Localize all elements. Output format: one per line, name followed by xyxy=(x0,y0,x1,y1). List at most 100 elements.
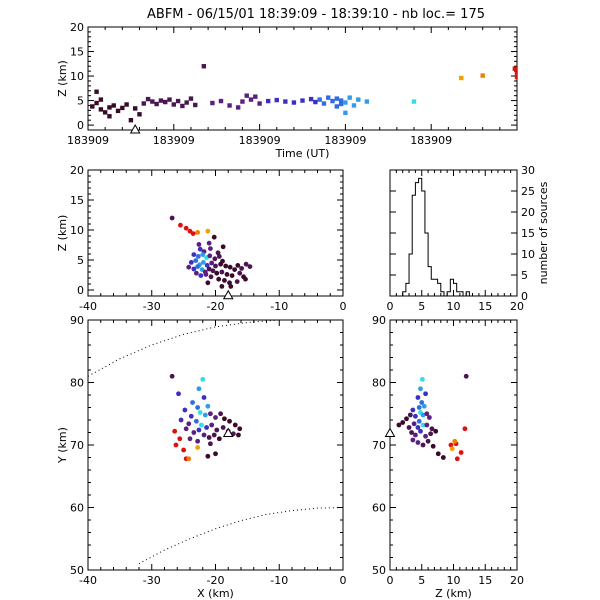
source-point xyxy=(98,97,104,102)
source-point xyxy=(201,64,207,69)
source-point xyxy=(420,412,426,418)
source-point xyxy=(435,451,441,457)
y-axis-title: Z (km) xyxy=(56,60,69,97)
y-tick-label: 10 xyxy=(70,70,84,83)
source-points xyxy=(169,373,243,462)
source-point xyxy=(219,284,225,289)
source-point xyxy=(167,97,172,102)
y-tick-label: 80 xyxy=(70,377,84,390)
source-point xyxy=(222,416,227,422)
source-point xyxy=(193,102,198,108)
source-point xyxy=(211,234,217,240)
source-point xyxy=(347,95,352,100)
source-point xyxy=(208,411,213,417)
source-point xyxy=(180,103,185,109)
source-point xyxy=(313,99,318,105)
source-point xyxy=(419,400,425,405)
source-point xyxy=(205,403,211,409)
source-point xyxy=(396,422,402,428)
source-point xyxy=(236,432,241,438)
source-point xyxy=(205,228,211,234)
source-point xyxy=(413,413,418,419)
source-point xyxy=(452,438,458,444)
source-point xyxy=(218,411,224,417)
source-point xyxy=(205,453,211,459)
x-z-panel: -40 -30 -20 -10 0 0 5 10 15 20 Z (km) xyxy=(56,164,347,313)
source-point xyxy=(223,263,229,269)
source-point xyxy=(424,411,430,417)
source-point xyxy=(169,215,175,221)
y-tick-label: 5 xyxy=(521,269,528,282)
x-tick-label: 0 xyxy=(340,300,347,313)
y-tick-label: 15 xyxy=(70,46,84,59)
source-point xyxy=(197,246,203,252)
source-point xyxy=(132,106,138,111)
source-point xyxy=(449,446,455,452)
x-axis-title: Z (km) xyxy=(435,587,472,600)
source-point xyxy=(200,252,206,257)
y-axis-title: Y (km) xyxy=(56,427,69,464)
x-tick-label: -20 xyxy=(207,574,225,587)
source-point xyxy=(145,96,151,102)
y-axis-title: Z (km) xyxy=(56,215,69,252)
source-point xyxy=(206,266,212,272)
source-point xyxy=(410,437,416,443)
source-point xyxy=(158,98,164,103)
source-point xyxy=(237,270,243,276)
plot-frame xyxy=(87,169,344,297)
x-tick-label: 5 xyxy=(418,574,425,587)
source-point xyxy=(512,66,517,71)
source-point xyxy=(463,373,469,379)
source-point xyxy=(205,280,211,286)
source-point xyxy=(199,422,204,428)
source-points xyxy=(169,215,253,289)
source-point xyxy=(413,432,418,438)
source-point xyxy=(102,110,108,115)
source-point xyxy=(243,261,249,267)
source-point xyxy=(94,89,99,94)
source-point xyxy=(124,102,129,107)
y-tick-label: 70 xyxy=(70,439,84,452)
source-point xyxy=(227,264,233,270)
source-points xyxy=(396,373,469,462)
source-point xyxy=(227,103,232,108)
source-point xyxy=(183,426,189,432)
source-point xyxy=(128,117,134,123)
source-point xyxy=(216,276,222,282)
plot-frame xyxy=(389,319,518,571)
y-tick-label: 15 xyxy=(521,227,535,240)
source-point xyxy=(107,105,112,110)
source-point xyxy=(343,100,348,105)
x-tick-label: 0 xyxy=(340,574,347,587)
figure-title: ABFM - 06/15/01 18:39:09 - 18:39:10 - nb… xyxy=(147,7,485,22)
source-point xyxy=(211,432,217,438)
y-tick-label: 5 xyxy=(77,95,84,108)
source-point xyxy=(190,400,195,405)
source-point xyxy=(458,450,464,455)
x-tick-label: -40 xyxy=(79,574,97,587)
source-point xyxy=(195,438,201,444)
source-point xyxy=(218,98,224,104)
x-tick-label: -30 xyxy=(143,300,161,313)
source-point xyxy=(426,415,432,420)
source-point xyxy=(188,413,194,419)
y-tick-label: 20 xyxy=(70,21,84,34)
y-tick-label: 20 xyxy=(70,164,84,177)
source-point xyxy=(186,456,192,462)
source-point xyxy=(195,230,201,235)
source-point xyxy=(416,405,422,410)
x-tick-label: 20 xyxy=(510,574,524,587)
source-point xyxy=(400,420,406,425)
source-point xyxy=(415,395,421,400)
plot-frame xyxy=(87,26,518,131)
y-tick-label: 0 xyxy=(521,290,528,303)
source-point xyxy=(415,425,421,430)
source-point xyxy=(433,428,439,434)
source-point xyxy=(235,263,241,268)
source-point xyxy=(338,98,344,103)
y-tick-label: 50 xyxy=(372,564,386,577)
y-tick-label: 60 xyxy=(372,502,386,515)
source-point xyxy=(424,422,430,428)
source-point xyxy=(419,376,425,382)
